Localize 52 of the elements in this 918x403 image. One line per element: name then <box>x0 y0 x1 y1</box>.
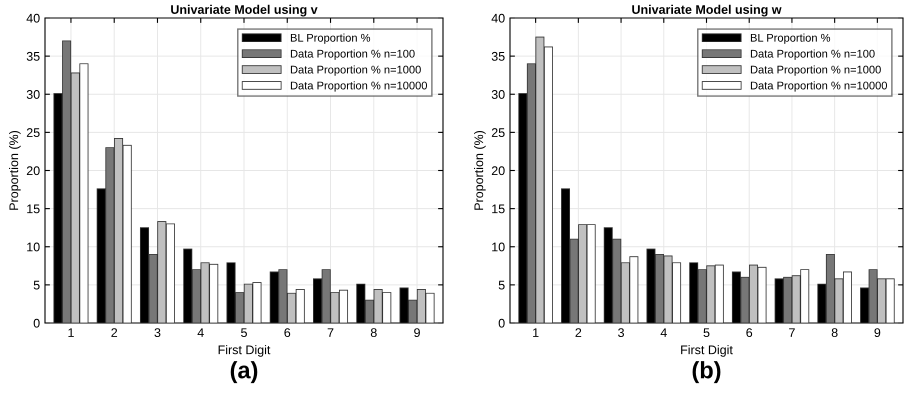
y-tick-label: 20 <box>492 166 505 176</box>
y-tick-label: 30 <box>26 90 40 99</box>
y-tick-label: 15 <box>492 204 505 214</box>
y-tick-label: 20 <box>26 166 40 176</box>
x-tick-label: 7 <box>789 328 795 337</box>
x-tick-label: 9 <box>414 328 420 338</box>
y-tick-label: 35 <box>492 52 505 61</box>
chart-title: Univariate Model using w <box>632 4 782 16</box>
y-tick-label: 10 <box>492 242 505 252</box>
x-tick-label: 5 <box>241 328 247 338</box>
x-tick-label: 2 <box>576 328 582 337</box>
y-axis-title: Proportion (%) <box>9 130 21 210</box>
legend-label: Data Proportion % n=100 <box>750 49 875 60</box>
legend-label: BL Proportion % <box>750 34 830 44</box>
y-tick-label: 5 <box>34 280 40 290</box>
y-tick-label: 15 <box>27 204 40 214</box>
legend-label: Data Proportion % n=1000 <box>750 65 881 76</box>
x-tick-label: 4 <box>660 328 667 337</box>
y-tick-label: 25 <box>26 128 40 138</box>
y-tick-label: 30 <box>492 90 505 99</box>
text: (a) <box>230 361 258 384</box>
y-tick-label: 0 <box>34 318 40 328</box>
legend-label: Data Proportion % n=10000 <box>290 81 428 92</box>
x-tick-label: 6 <box>746 328 752 338</box>
y-tick-label: 5 <box>498 280 505 290</box>
x-tick-label: 1 <box>533 328 538 337</box>
y-tick-label: 25 <box>492 128 505 138</box>
x-tick-label: 2 <box>111 328 118 337</box>
x-tick-label: 8 <box>370 328 377 338</box>
y-tick-label: 10 <box>27 242 40 252</box>
x-tick-label: 4 <box>198 328 204 337</box>
text: (b) <box>692 361 720 384</box>
y-tick-label: 40 <box>492 14 505 23</box>
x-tick-label: 1 <box>68 328 74 337</box>
y-tick-label: 35 <box>26 52 40 61</box>
x-tick-label: 6 <box>284 328 290 338</box>
legend-label: Data Proportion % n=1000 <box>290 65 421 76</box>
chart-title: Univariate Model using v <box>171 4 318 16</box>
y-tick-label: 0 <box>498 318 505 328</box>
x-tick-label: 5 <box>704 328 710 338</box>
x-tick-label: 3 <box>154 328 160 338</box>
x-tick-label: 9 <box>874 328 880 338</box>
x-tick-label: 3 <box>618 328 624 338</box>
x-tick-label: 8 <box>832 328 838 338</box>
legend-label: Data Proportion % n=100 <box>290 49 415 60</box>
legend-label: Data Proportion % n=10000 <box>750 81 888 92</box>
legend-label: BL Proportion % <box>290 34 370 44</box>
y-axis-title: Proportion (%) <box>474 130 486 210</box>
x-axis-title: First Digit <box>681 345 733 357</box>
x-tick-label: 7 <box>328 328 334 337</box>
x-axis-title: First Digit <box>218 345 270 357</box>
y-tick-label: 40 <box>26 14 40 23</box>
